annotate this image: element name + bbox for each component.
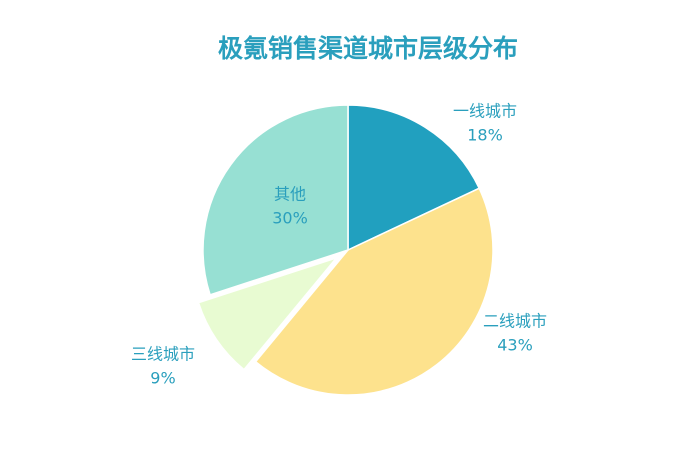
value-label: 18% xyxy=(467,126,503,145)
slice-label: 一线城市 xyxy=(453,102,517,121)
pie-slice xyxy=(254,187,494,396)
slice-label: 三线城市 xyxy=(131,345,195,364)
chart-title: 极氪销售渠道城市层级分布 xyxy=(218,34,518,63)
pie-slice xyxy=(347,104,481,252)
value-label: 9% xyxy=(150,369,175,388)
pie-slice xyxy=(197,256,339,371)
value-label: 43% xyxy=(497,336,533,355)
value-label: 30% xyxy=(272,209,308,228)
slice-label: 二线城市 xyxy=(483,312,547,331)
pie-slice xyxy=(202,104,349,296)
slice-label: 其他 xyxy=(274,185,306,204)
